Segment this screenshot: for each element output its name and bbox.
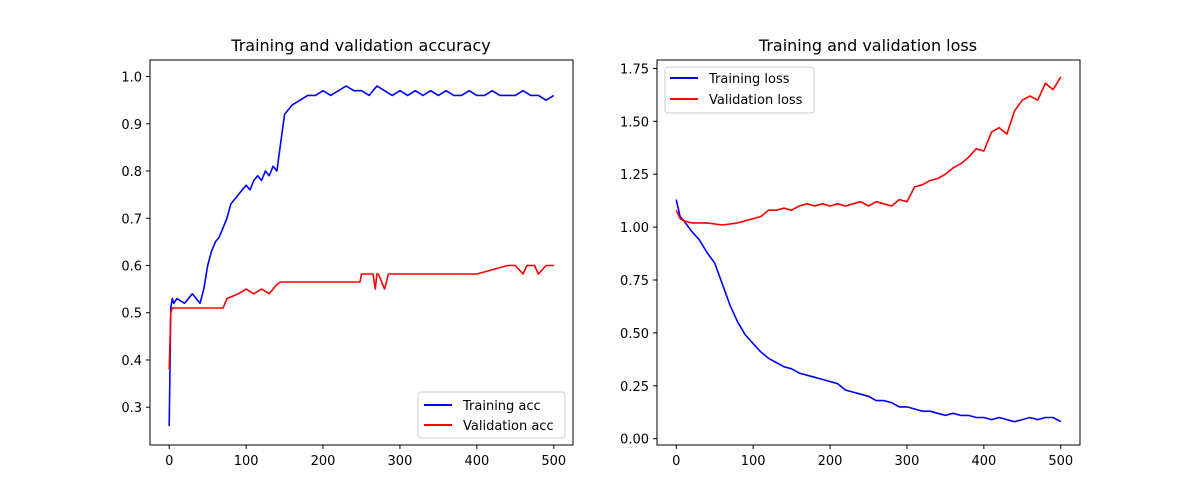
accuracy-ticks: 0 100 200 300 400 500 0.3 0.4 0.5 0.6 0.7 0.8 0.9 1.0	[121, 71, 566, 469]
accuracy-y-tick-label: 0.7	[121, 212, 142, 227]
loss-y-tick-label: 1.75	[620, 62, 649, 77]
accuracy-legend-label-training: Training acc	[462, 399, 541, 414]
accuracy-x-tick-label: 100	[234, 454, 259, 469]
loss-x-tick-label: 100	[741, 454, 766, 469]
accuracy-lines	[168, 85, 555, 427]
accuracy-y-tick-label: 1.0	[121, 71, 142, 86]
accuracy-chart-title: Training and validation accuracy	[230, 36, 490, 55]
loss-x-tick-label: 200	[818, 454, 843, 469]
loss-legend-label-training: Training loss	[708, 72, 790, 87]
loss-plot-frame	[656, 59, 1081, 446]
accuracy-plot-frame	[149, 59, 574, 446]
loss-legend-label-validation: Validation loss	[709, 93, 803, 108]
accuracy-x-tick-label: 0	[165, 454, 173, 469]
loss-y-tick-label: 1.25	[620, 168, 649, 183]
accuracy-x-tick-label: 200	[311, 454, 336, 469]
loss-legend: Training loss Validation loss	[664, 66, 815, 114]
loss-x-tick-label: 500	[1048, 454, 1073, 469]
accuracy-legend: Training acc Validation acc	[417, 391, 566, 439]
accuracy-chart: Training and validation accuracy 0 100 200…	[121, 36, 574, 469]
accuracy-x-tick-label: 400	[464, 454, 489, 469]
loss-y-tick-label: 0.50	[620, 327, 649, 342]
accuracy-y-tick-label: 0.5	[121, 307, 142, 322]
accuracy-y-tick-label: 0.3	[121, 401, 142, 416]
accuracy-x-tick-label: 300	[388, 454, 413, 469]
accuracy-x-tick-label: 500	[541, 454, 566, 469]
loss-x-tick-label: 400	[971, 454, 996, 469]
accuracy-y-tick-label: 0.8	[121, 165, 142, 180]
accuracy-series-line-validation	[168, 264, 554, 370]
loss-chart-title: Training and validation loss	[758, 36, 977, 55]
loss-y-tick-label: 1.50	[620, 115, 649, 130]
loss-series-line-training	[675, 199, 1062, 423]
loss-y-tick-label: 1.00	[620, 221, 649, 236]
loss-y-tick-label: 0.75	[620, 274, 649, 289]
accuracy-y-tick-label: 0.4	[121, 354, 142, 369]
loss-chart: Training and validation loss 0 100 200 300 4…	[620, 36, 1081, 469]
accuracy-y-tick-label: 0.9	[121, 118, 142, 133]
loss-y-tick-label: 0.25	[620, 380, 649, 395]
accuracy-y-tick-label: 0.6	[121, 259, 142, 274]
loss-x-tick-label: 0	[672, 454, 680, 469]
loss-x-tick-label: 300	[895, 454, 920, 469]
accuracy-legend-box	[417, 391, 566, 439]
accuracy-legend-label-validation: Validation acc	[463, 419, 554, 434]
loss-legend-box	[664, 66, 815, 114]
loss-lines	[675, 76, 1062, 423]
accuracy-series-line-training	[168, 85, 555, 427]
loss-series-line-validation	[675, 76, 1062, 226]
loss-ticks: 0 100 200 300 400 500 0.00 0.25 0.50 0.75 1.00 1.25…	[620, 62, 1073, 469]
loss-y-tick-label: 0.00	[620, 433, 649, 448]
